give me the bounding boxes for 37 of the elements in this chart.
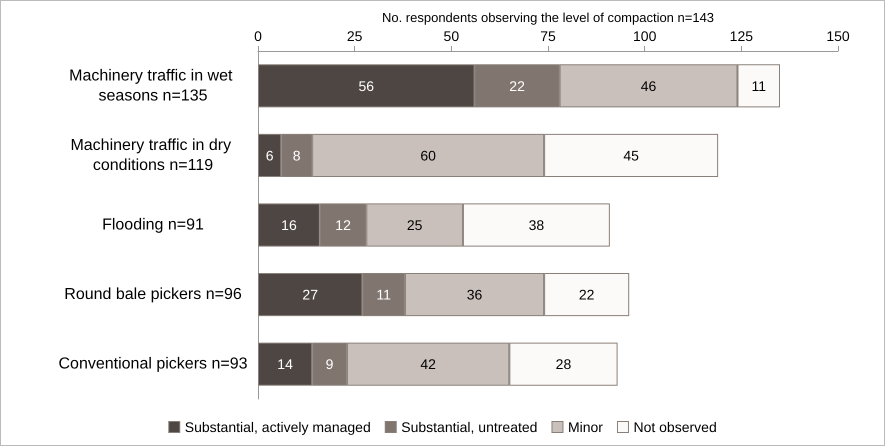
data-label: 12	[335, 217, 352, 233]
data-label: 6	[266, 147, 274, 164]
legend-label: Substantial, untreated	[401, 419, 538, 435]
x-tick-label: 0	[254, 28, 262, 44]
data-label: 56	[358, 78, 374, 94]
data-label: 36	[466, 286, 483, 303]
x-axis-title: No. respondents observing the level of compaction n=143	[382, 10, 714, 26]
data-label: 11	[376, 286, 392, 303]
data-label: 16	[281, 217, 297, 233]
x-tick-label: 125	[730, 28, 754, 44]
data-label: 60	[420, 147, 436, 164]
data-label: 9	[326, 356, 334, 372]
data-label: 22	[509, 78, 526, 94]
data-label: 25	[406, 217, 423, 233]
legend-label: Substantial, actively managed	[184, 419, 371, 435]
y-tick-label: Machinery traffic in dry conditions n=119	[70, 136, 236, 174]
data-label: 42	[420, 356, 436, 372]
data-label: 46	[640, 78, 657, 94]
legend-label: Not observed	[633, 419, 717, 435]
x-tick-label: 50	[444, 28, 460, 44]
x-tick-label: 75	[540, 28, 556, 44]
x-tick-label: 25	[346, 28, 363, 44]
x-tick-label: 150	[826, 28, 850, 44]
data-label: 38	[528, 217, 544, 233]
y-tick-label: Flooding n=91	[102, 216, 204, 234]
data-label: 14	[277, 356, 294, 372]
y-tick-label: Conventional pickers n=93	[58, 356, 248, 373]
data-label: 8	[292, 147, 301, 164]
x-tick-label: 100	[632, 28, 657, 44]
y-tick-label: Machinery traffic in wet seasons n=135	[69, 67, 237, 104]
legend-label: Minor	[568, 419, 604, 435]
data-label: 22	[578, 286, 595, 303]
y-tick-label: Round bale pickers n=96	[64, 286, 242, 304]
data-label: 11	[751, 78, 766, 94]
data-label: 28	[556, 356, 572, 372]
data-label: 45	[623, 147, 640, 164]
data-label: 27	[302, 286, 318, 303]
